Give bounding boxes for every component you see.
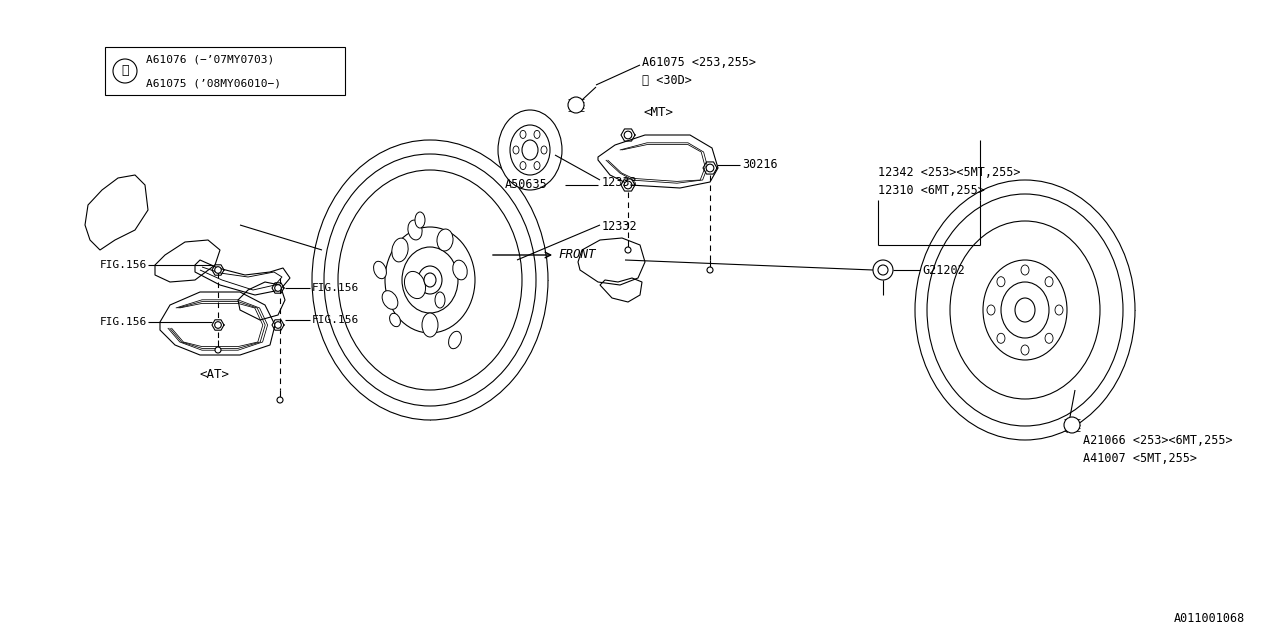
Circle shape xyxy=(215,347,221,353)
Text: A61075 <253,255>: A61075 <253,255> xyxy=(643,56,756,68)
Ellipse shape xyxy=(1021,345,1029,355)
Circle shape xyxy=(625,181,632,189)
Ellipse shape xyxy=(997,276,1005,287)
Ellipse shape xyxy=(448,332,461,349)
Circle shape xyxy=(113,59,137,83)
Text: A61075 (’08MY06010−): A61075 (’08MY06010−) xyxy=(146,79,282,88)
Circle shape xyxy=(275,322,282,328)
Text: A011001068: A011001068 xyxy=(1174,611,1245,625)
Text: 12332: 12332 xyxy=(602,221,637,234)
Circle shape xyxy=(878,265,888,275)
Circle shape xyxy=(275,285,282,291)
Ellipse shape xyxy=(324,154,536,406)
Ellipse shape xyxy=(312,140,548,420)
Ellipse shape xyxy=(402,247,458,313)
Ellipse shape xyxy=(997,333,1005,343)
Circle shape xyxy=(707,267,713,273)
Ellipse shape xyxy=(522,140,538,160)
Ellipse shape xyxy=(1044,276,1053,287)
Bar xyxy=(105,47,346,95)
Text: A61076 (−’07MY0703): A61076 (−’07MY0703) xyxy=(146,54,274,64)
Ellipse shape xyxy=(453,260,467,280)
Text: 12310 <6MT,255>: 12310 <6MT,255> xyxy=(878,184,984,196)
Text: G21202: G21202 xyxy=(922,264,965,276)
Ellipse shape xyxy=(983,260,1068,360)
Text: A41007 <5MT,255>: A41007 <5MT,255> xyxy=(1083,451,1197,465)
Ellipse shape xyxy=(422,313,438,337)
Circle shape xyxy=(707,164,714,172)
Circle shape xyxy=(215,267,221,273)
Text: FIG.156: FIG.156 xyxy=(100,260,147,270)
Ellipse shape xyxy=(950,221,1100,399)
Ellipse shape xyxy=(374,261,387,278)
Ellipse shape xyxy=(408,220,422,240)
Circle shape xyxy=(568,97,584,113)
Ellipse shape xyxy=(419,266,442,294)
Ellipse shape xyxy=(541,146,547,154)
Circle shape xyxy=(625,131,632,139)
Ellipse shape xyxy=(927,194,1123,426)
Ellipse shape xyxy=(987,305,995,315)
Ellipse shape xyxy=(404,271,425,299)
Ellipse shape xyxy=(383,291,398,309)
Text: 12333: 12333 xyxy=(602,175,637,189)
Circle shape xyxy=(215,322,221,328)
Text: A21066 <253><6MT,255>: A21066 <253><6MT,255> xyxy=(1083,433,1233,447)
Ellipse shape xyxy=(1015,298,1036,322)
Ellipse shape xyxy=(513,146,518,154)
Ellipse shape xyxy=(436,229,453,251)
Ellipse shape xyxy=(435,292,445,308)
Ellipse shape xyxy=(520,131,526,138)
Text: FIG.156: FIG.156 xyxy=(312,315,360,325)
Text: A50635: A50635 xyxy=(506,179,548,191)
Text: FIG.156: FIG.156 xyxy=(100,317,147,327)
Text: 12342 <253><5MT,255>: 12342 <253><5MT,255> xyxy=(878,166,1020,179)
Ellipse shape xyxy=(1055,305,1062,315)
Text: 30216: 30216 xyxy=(742,159,778,172)
Ellipse shape xyxy=(338,170,522,390)
Ellipse shape xyxy=(385,227,475,333)
Circle shape xyxy=(625,247,631,253)
Text: <MT>: <MT> xyxy=(643,106,673,118)
Text: FRONT: FRONT xyxy=(558,248,595,262)
Circle shape xyxy=(873,260,893,280)
Ellipse shape xyxy=(915,180,1135,440)
Text: <AT>: <AT> xyxy=(200,369,230,381)
Ellipse shape xyxy=(1044,333,1053,343)
Ellipse shape xyxy=(520,161,526,170)
Ellipse shape xyxy=(509,125,550,175)
Text: FIG.156: FIG.156 xyxy=(312,283,360,293)
Ellipse shape xyxy=(392,238,408,262)
Ellipse shape xyxy=(534,131,540,138)
Ellipse shape xyxy=(1021,265,1029,275)
Circle shape xyxy=(276,397,283,403)
Text: ① <30D>: ① <30D> xyxy=(643,74,692,86)
Ellipse shape xyxy=(534,161,540,170)
Ellipse shape xyxy=(415,212,425,228)
Circle shape xyxy=(1064,417,1080,433)
Ellipse shape xyxy=(1001,282,1050,338)
Text: ①: ① xyxy=(122,65,129,77)
Ellipse shape xyxy=(389,314,401,326)
Ellipse shape xyxy=(498,110,562,190)
Ellipse shape xyxy=(424,273,436,287)
